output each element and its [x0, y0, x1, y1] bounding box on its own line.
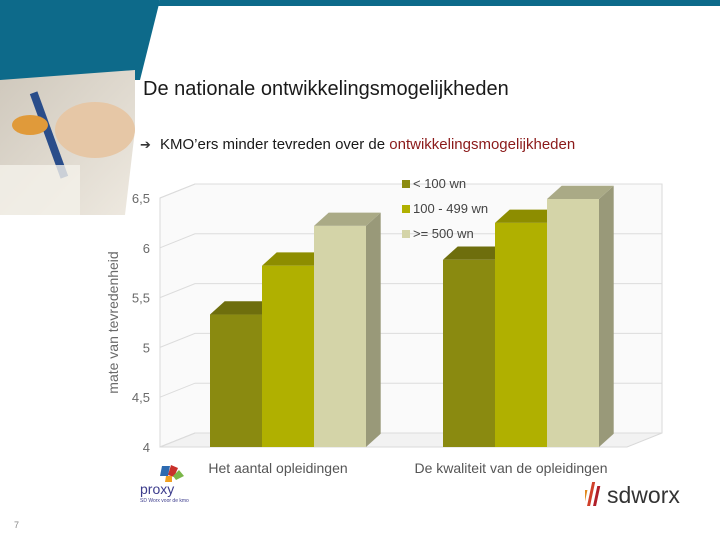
proxy-logo-mark: proxy SD Worx voor de kmo [140, 465, 189, 504]
header-band [0, 0, 720, 80]
bar-front [210, 314, 262, 447]
bar-top [210, 301, 277, 315]
gridline [159, 183, 662, 199]
proxy-logo-tagline: SD Worx voor de kmo [140, 498, 189, 504]
bar [314, 212, 381, 447]
bar-side [599, 185, 614, 448]
slide-title: De nationale ontwikkelingsmogelijkheden [143, 78, 509, 100]
legend-swatch [402, 180, 410, 188]
bar-side [366, 212, 381, 447]
bullet-text: KMO’ers minder tevreden over de [160, 136, 390, 153]
header-photo [0, 70, 135, 215]
x-tick-label: De kwaliteit van de opleidingen [414, 460, 607, 476]
bar-front [314, 225, 366, 447]
proxy-logo-text: proxy [140, 481, 174, 497]
bar-front [547, 198, 599, 447]
bar-front [443, 259, 495, 447]
legend-swatch [402, 205, 410, 213]
bar-front [262, 265, 314, 447]
sdworx-logo-text: sdworx [607, 482, 680, 508]
bar [547, 185, 614, 448]
bar-top [262, 252, 329, 266]
y-tick-label: 4 [143, 440, 150, 455]
legend-entry: 100 - 499 wn [413, 201, 488, 216]
legend-entry: < 100 wn [413, 176, 466, 191]
y-tick-label: 4,5 [132, 390, 150, 405]
bar-top [547, 185, 614, 199]
sdworx-logo: sdworx [581, 478, 695, 510]
legend-entry: >= 500 wn [413, 226, 474, 241]
x-tick-label: Het aantal opleidingen [208, 460, 347, 476]
bar-top [314, 212, 381, 226]
sdworx-logo-mark: sdworx [581, 482, 680, 508]
bar-top [443, 246, 510, 260]
legend-swatch [402, 230, 410, 238]
bar-chart: 4 4,5 5 5,5 6 6,5 mate van tevredenheid Het aan… [105, 176, 663, 476]
arrow-icon: ➔ [140, 137, 151, 152]
y-tick-label: 5,5 [132, 291, 150, 306]
bar-top [495, 209, 562, 223]
page-number: 7 [14, 520, 20, 530]
y-axis-label: mate van tevredenheid [105, 251, 121, 393]
y-tick-label: 6 [143, 241, 150, 256]
bullet-highlight: ontwikkelingsmogelijkheden [389, 136, 576, 153]
y-tick-label: 6,5 [132, 191, 150, 206]
bar-front [495, 222, 547, 447]
proxy-logo: proxy SD Worx voor de kmo [138, 464, 208, 504]
y-tick-label: 5 [143, 340, 150, 355]
bullet-point: ➔ KMO’ers minder tevreden over de ontwikk… [140, 136, 575, 153]
